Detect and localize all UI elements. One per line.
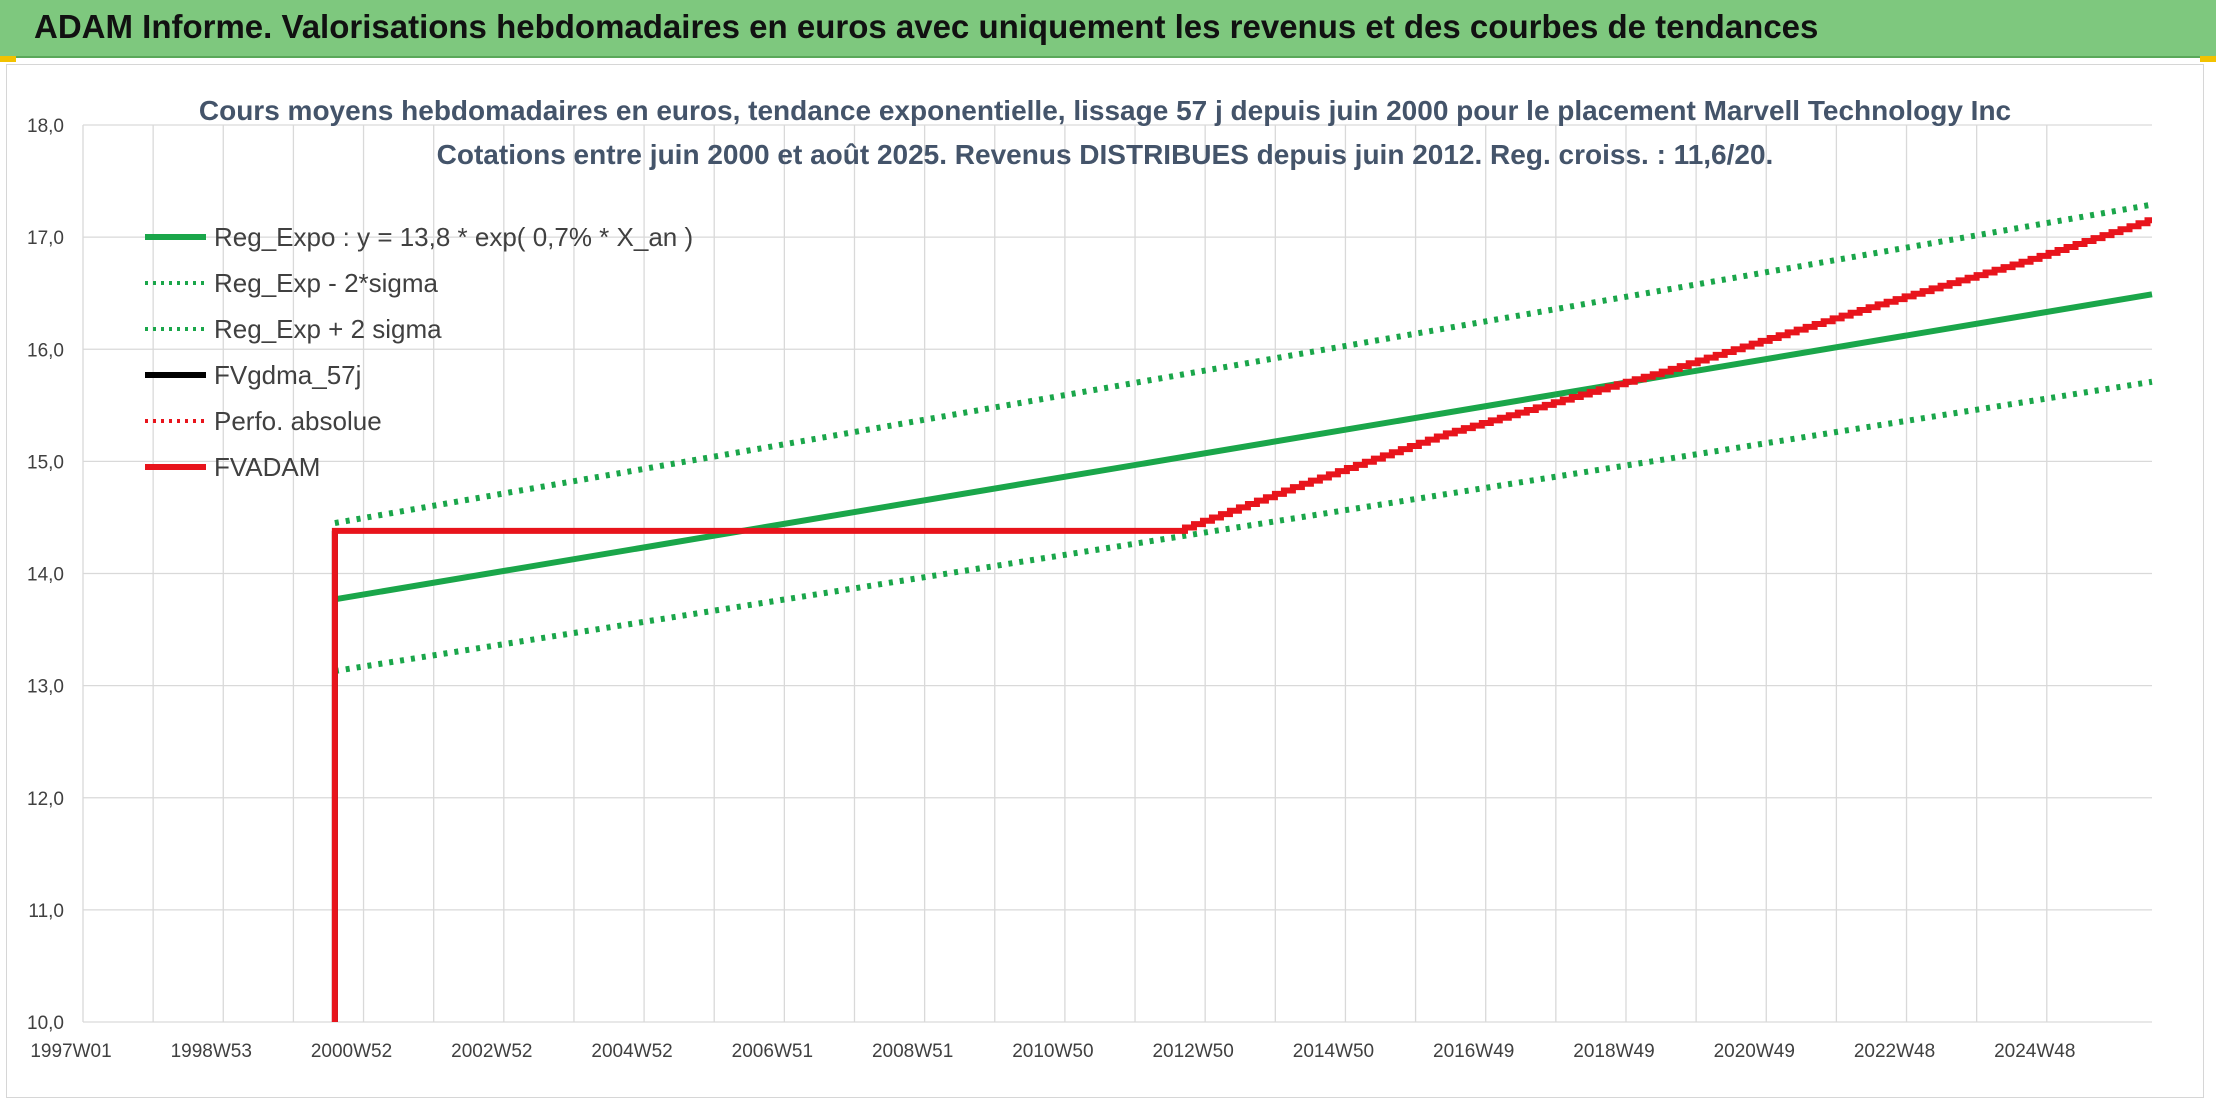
legend-label: Perfo. absolue [214, 406, 382, 436]
x-tick-label: 2004W52 [591, 1041, 672, 1062]
x-tick-label: 2024W48 [1994, 1041, 2075, 1062]
legend-label: Reg_Exp - 2*sigma [214, 268, 439, 298]
x-tick-label: 2022W48 [1854, 1041, 1935, 1062]
legend-label: FVgdma_57j [214, 360, 361, 390]
chart-subtitle: Cotations entre juin 2000 et août 2025. … [437, 139, 1774, 170]
series-line-0 [334, 291, 2153, 603]
series-line-2 [334, 201, 2153, 526]
series-line-5 [331, 217, 2152, 1022]
series-layer [331, 201, 2153, 1022]
legend-label: Reg_Exp + 2 sigma [214, 314, 442, 344]
chart-frame [6, 64, 2204, 1098]
series-line-1 [334, 378, 2153, 675]
chart-title: Cours moyens hebdomadaires en euros, ten… [199, 95, 2011, 126]
x-tick-label: 2016W49 [1433, 1041, 1514, 1062]
y-tick-label: 14,0 [27, 565, 64, 586]
y-tick-label: 11,0 [28, 901, 64, 922]
x-tick-label: 2008W51 [872, 1041, 953, 1062]
x-tick-label: 2010W50 [1012, 1041, 1093, 1062]
x-tick-label: 2020W49 [1714, 1041, 1795, 1062]
y-tick-label: 15,0 [27, 452, 64, 473]
header-bar: ADAM Informe. Valorisations hebdomadaire… [0, 0, 2216, 58]
grid-layer: 10,0 11,0 12,0 13,0 14,0 15,0 16,0 17,0 18,0 1997… [27, 116, 2152, 1062]
x-tick-label: 1998W53 [171, 1041, 252, 1062]
x-tick-label: 1997W01 [30, 1041, 111, 1062]
legend-label: Reg_Expo : y = 13,8 * exp( 0,7% * X_an ) [214, 222, 693, 252]
y-tick-label: 12,0 [27, 789, 64, 810]
y-tick-label: 16,0 [27, 340, 64, 361]
legend: Reg_Expo : y = 13,8 * exp( 0,7% * X_an )… [145, 222, 693, 482]
y-tick-label: 10,0 [27, 1013, 64, 1034]
legend-label: FVADAM [214, 452, 320, 482]
x-tick-label: 2006W51 [732, 1041, 813, 1062]
x-tick-label: 2002W52 [451, 1041, 532, 1062]
corner-marker-right [2200, 56, 2216, 62]
report-title: ADAM Informe. Valorisations hebdomadaire… [34, 8, 1819, 45]
x-tick-label: 2014W50 [1293, 1041, 1374, 1062]
x-tick-label: 2018W49 [1573, 1041, 1654, 1062]
y-tick-label: 13,0 [27, 677, 64, 698]
corner-marker-left [0, 56, 16, 62]
x-tick-label: 2012W50 [1152, 1041, 1233, 1062]
y-tick-label: 18,0 [27, 116, 64, 137]
y-tick-label: 17,0 [27, 228, 64, 249]
x-tick-label: 2000W52 [311, 1041, 392, 1062]
